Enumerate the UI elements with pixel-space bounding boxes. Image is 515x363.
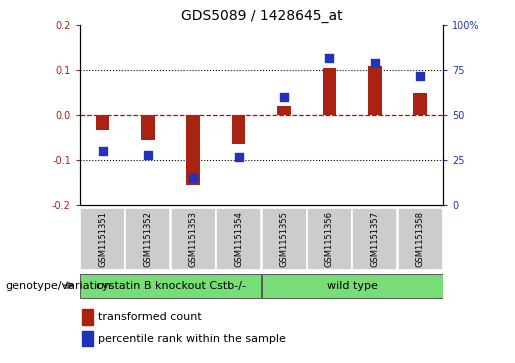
Text: GSM1151355: GSM1151355 — [280, 211, 288, 266]
Text: GSM1151358: GSM1151358 — [416, 211, 425, 267]
Bar — [262, 274, 443, 298]
Point — [189, 175, 197, 181]
Bar — [398, 208, 443, 270]
Bar — [216, 208, 261, 270]
Bar — [414, 93, 427, 115]
Bar — [82, 309, 93, 325]
Bar — [307, 208, 352, 270]
Point — [98, 148, 107, 154]
Point — [144, 152, 152, 158]
Text: GSM1151353: GSM1151353 — [189, 211, 198, 267]
Bar — [322, 68, 336, 115]
Bar — [96, 115, 109, 130]
Point — [325, 55, 334, 61]
Bar — [80, 274, 261, 298]
Bar — [186, 115, 200, 185]
Text: GSM1151356: GSM1151356 — [325, 211, 334, 267]
Bar — [352, 208, 397, 270]
Text: genotype/variation: genotype/variation — [5, 281, 111, 291]
Text: wild type: wild type — [327, 281, 377, 291]
Point — [416, 73, 424, 79]
Bar — [262, 208, 306, 270]
Text: transformed count: transformed count — [98, 312, 201, 322]
Bar — [277, 106, 291, 115]
Point — [234, 154, 243, 159]
Text: GSM1151357: GSM1151357 — [370, 211, 380, 267]
Bar — [82, 331, 93, 346]
Text: cystatin B knockout Cstb-/-: cystatin B knockout Cstb-/- — [96, 281, 246, 291]
Point — [371, 60, 379, 66]
Point — [280, 94, 288, 100]
Bar — [126, 208, 170, 270]
Text: percentile rank within the sample: percentile rank within the sample — [98, 334, 285, 344]
Bar — [80, 208, 125, 270]
Bar — [171, 208, 216, 270]
Text: GSM1151351: GSM1151351 — [98, 211, 107, 266]
Text: GSM1151354: GSM1151354 — [234, 211, 243, 266]
Title: GDS5089 / 1428645_at: GDS5089 / 1428645_at — [181, 9, 342, 23]
Text: GSM1151352: GSM1151352 — [143, 211, 152, 266]
Bar — [232, 115, 246, 144]
Bar — [368, 66, 382, 115]
Bar — [141, 115, 154, 140]
